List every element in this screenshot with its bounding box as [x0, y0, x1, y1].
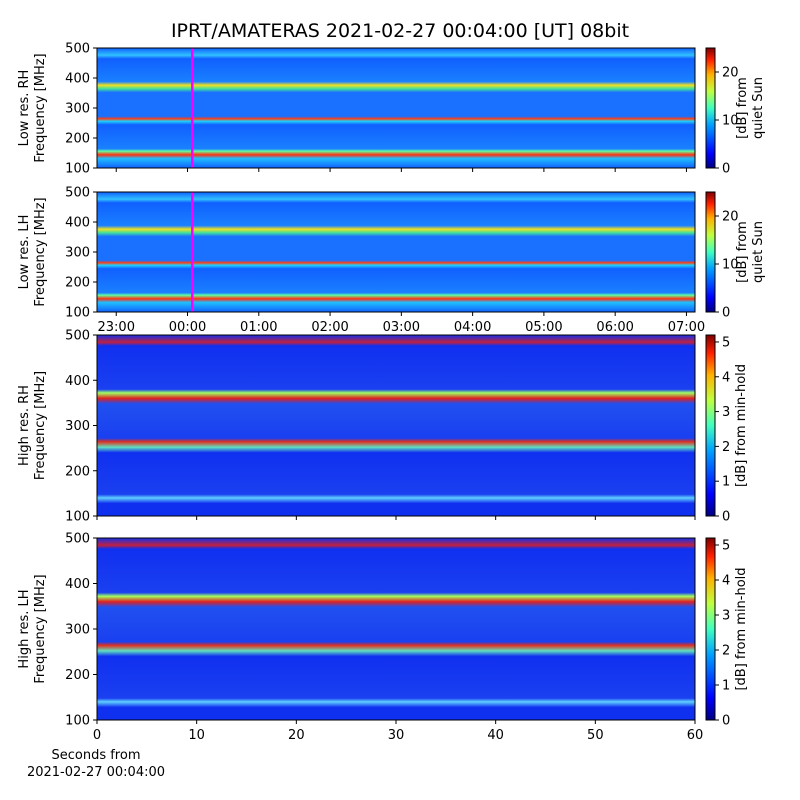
- x-tick-label: 23:00: [98, 320, 135, 335]
- x-tick-label: 0: [93, 728, 101, 743]
- x-tick-label: 60: [687, 728, 704, 743]
- y-tick-label: 100: [65, 510, 90, 525]
- colorbar-tick-label: 10: [722, 114, 739, 129]
- colorbar-tick-label: 3: [722, 405, 730, 420]
- y-tick-label: 500: [65, 42, 90, 57]
- spectrogram-image: [97, 538, 695, 720]
- spectrogram-image: [97, 48, 695, 168]
- x-axis-label: Seconds from: [51, 748, 140, 763]
- y-axis-label: Low res. RH: [17, 70, 32, 147]
- x-tick-label: 00:00: [169, 320, 206, 335]
- y-tick-label: 500: [65, 532, 90, 547]
- colorbar-tick-label: 1: [722, 679, 730, 694]
- colorbar-tick-label: 0: [722, 162, 730, 177]
- x-tick-label: 20: [288, 728, 305, 743]
- colorbar-tick-label: 20: [722, 66, 739, 81]
- x-axis-label: 2021-02-27 00:04:00: [27, 765, 165, 780]
- x-tick-label: 40: [487, 728, 504, 743]
- colorbar-label: quiet Sun: [751, 77, 766, 139]
- x-tick-label: 30: [388, 728, 405, 743]
- x-tick-label: 04:00: [454, 320, 491, 335]
- x-tick-label: 10: [188, 728, 205, 743]
- colorbar-label: [dB] from min-hold: [734, 567, 749, 690]
- x-tick-label: 06:00: [596, 320, 633, 335]
- y-axis-label: Low res. LH: [17, 215, 32, 290]
- y-tick-label: 400: [65, 374, 90, 389]
- y-tick-label: 300: [65, 419, 90, 434]
- colorbar-tick-label: 2: [722, 440, 730, 455]
- y-tick-label: 300: [65, 623, 90, 638]
- y-tick-label: 100: [65, 306, 90, 321]
- y-tick-label: 400: [65, 577, 90, 592]
- colorbar-tick-label: 0: [722, 510, 730, 525]
- y-tick-label: 400: [65, 72, 90, 87]
- colorbar-tick-label: 0: [722, 306, 730, 321]
- y-tick-label: 300: [65, 102, 90, 117]
- y-axis-label: Frequency [MHz]: [33, 197, 48, 306]
- y-tick-label: 400: [65, 216, 90, 231]
- colorbar-label: [dB] from min-hold: [734, 364, 749, 487]
- colorbar-tick-label: 4: [722, 370, 730, 385]
- colorbar: [705, 191, 716, 313]
- colorbar-tick-label: 3: [722, 609, 730, 624]
- colorbar-label: [dB] from: [735, 77, 750, 139]
- colorbar-tick-label: 0: [722, 714, 730, 729]
- x-tick-label: 02:00: [311, 320, 348, 335]
- x-tick-label: 03:00: [383, 320, 420, 335]
- y-axis-label: Frequency [MHz]: [33, 574, 48, 683]
- colorbar: [705, 334, 716, 517]
- y-axis-label: High res. RH: [17, 385, 32, 466]
- y-tick-label: 200: [65, 276, 90, 291]
- y-tick-label: 200: [65, 668, 90, 683]
- colorbar-tick-label: 4: [722, 574, 730, 589]
- colorbar: [705, 537, 716, 721]
- colorbar-label: [dB] from: [735, 221, 750, 283]
- y-tick-label: 200: [65, 464, 90, 479]
- x-tick-label: 07:00: [668, 320, 705, 335]
- y-tick-label: 100: [65, 714, 90, 729]
- colorbar: [705, 47, 716, 169]
- colorbar-tick-label: 10: [722, 258, 739, 273]
- x-tick-label: 01:00: [240, 320, 277, 335]
- y-tick-label: 100: [65, 162, 90, 177]
- colorbar-tick-label: 20: [722, 210, 739, 225]
- colorbar-tick-label: 5: [722, 335, 730, 350]
- y-axis-label: Frequency [MHz]: [33, 53, 48, 162]
- y-tick-label: 500: [65, 329, 90, 344]
- colorbar-tick-label: 1: [722, 475, 730, 490]
- colorbar-tick-label: 2: [722, 644, 730, 659]
- y-tick-label: 500: [65, 186, 90, 201]
- y-tick-label: 200: [65, 132, 90, 147]
- y-axis-label: Frequency [MHz]: [33, 371, 48, 480]
- x-tick-label: 05:00: [525, 320, 562, 335]
- colorbar-tick-label: 5: [722, 539, 730, 554]
- y-axis-label: High res. LH: [17, 589, 32, 668]
- y-tick-label: 300: [65, 246, 90, 261]
- spectrogram-image: [97, 335, 695, 516]
- spectrogram-image: [97, 192, 695, 312]
- figure-title: IPRT/AMATERAS 2021-02-27 00:04:00 [UT] 0…: [171, 20, 629, 42]
- colorbar-label: quiet Sun: [751, 221, 766, 283]
- x-tick-label: 50: [587, 728, 604, 743]
